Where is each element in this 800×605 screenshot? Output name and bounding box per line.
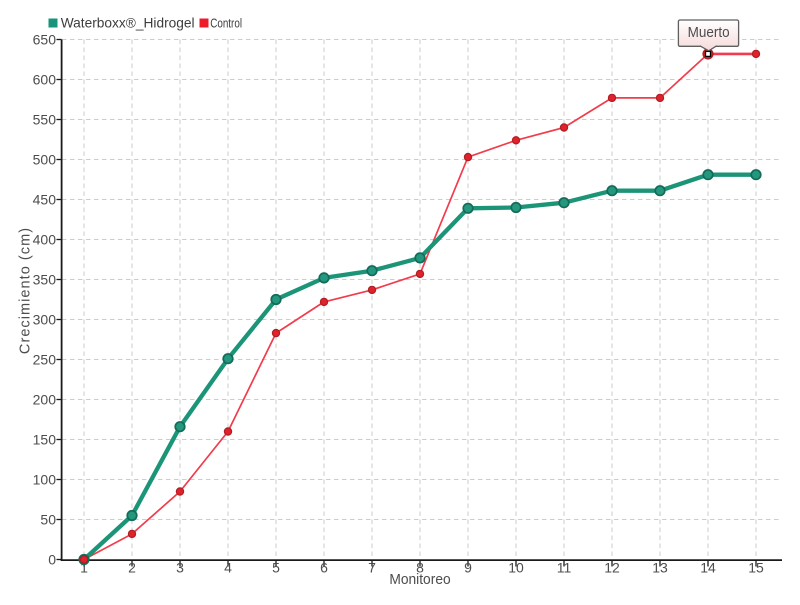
svg-text:1: 1: [80, 560, 88, 576]
svg-text:6: 6: [320, 560, 328, 576]
svg-text:250: 250: [33, 352, 57, 368]
svg-text:50: 50: [40, 512, 56, 528]
svg-text:13: 13: [652, 560, 668, 576]
svg-text:450: 450: [33, 192, 57, 208]
svg-text:200: 200: [33, 392, 57, 408]
svg-text:500: 500: [33, 152, 57, 168]
svg-text:2: 2: [128, 560, 136, 576]
svg-text:600: 600: [33, 72, 57, 88]
svg-text:11: 11: [557, 560, 572, 576]
svg-text:550: 550: [33, 112, 57, 128]
svg-text:150: 150: [33, 432, 57, 448]
svg-text:15: 15: [748, 560, 764, 576]
svg-text:650: 650: [33, 32, 57, 48]
svg-text:400: 400: [33, 232, 57, 248]
svg-text:Control: Control: [210, 17, 242, 31]
svg-text:3: 3: [176, 560, 184, 576]
svg-text:0: 0: [48, 552, 56, 568]
svg-text:300: 300: [33, 312, 57, 328]
svg-text:12: 12: [604, 560, 620, 576]
svg-text:14: 14: [700, 560, 716, 576]
svg-text:350: 350: [33, 272, 57, 288]
svg-text:Monitoreo: Monitoreo: [389, 572, 450, 589]
svg-text:5: 5: [272, 560, 280, 576]
svg-text:Crecimiento (cm): Crecimiento (cm): [17, 227, 33, 354]
svg-text:4: 4: [224, 560, 232, 576]
svg-text:10: 10: [508, 560, 524, 576]
svg-text:Muerto: Muerto: [688, 24, 730, 41]
svg-text:100: 100: [33, 472, 57, 488]
svg-text:7: 7: [368, 560, 376, 576]
svg-text:9: 9: [464, 560, 472, 576]
svg-text:Waterboxx®_Hidrogel: Waterboxx®_Hidrogel: [61, 14, 195, 30]
svg-text:8: 8: [416, 560, 424, 576]
